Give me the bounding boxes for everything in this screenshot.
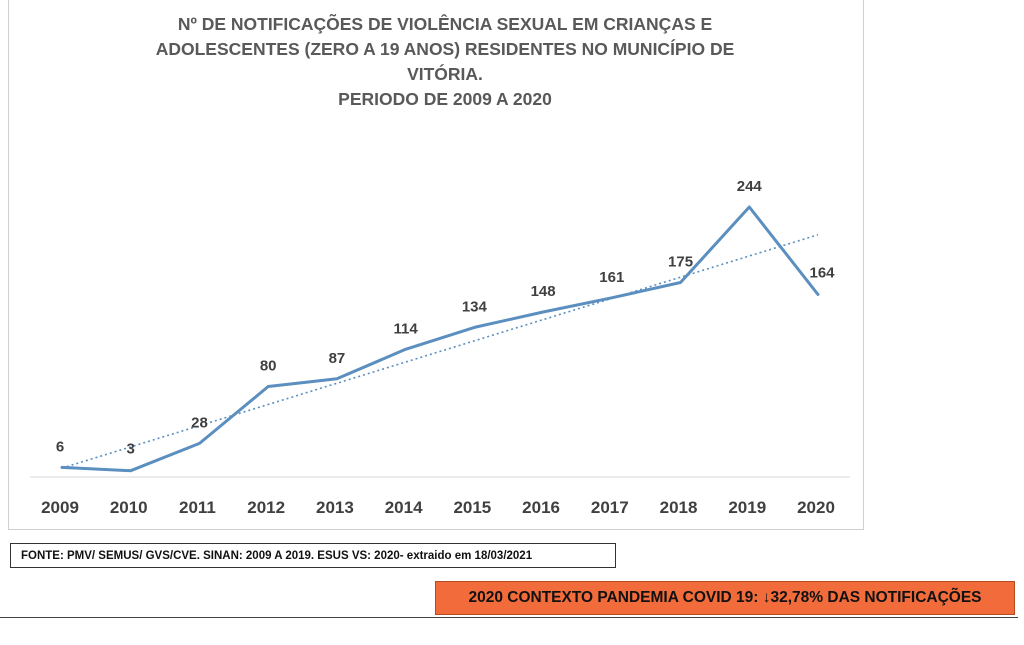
data-label: 134: [462, 298, 488, 315]
x-tick-label: 2020: [797, 498, 835, 517]
chart-title-line-2: ADOLESCENTES (ZERO A 19 ANOS) RESIDENTES…: [155, 39, 735, 59]
line-chart: 6 3 28 80 87 114 134 148 161 175 244 164 2009 2010 201…: [30, 178, 850, 517]
x-tick-label: 2010: [110, 498, 148, 517]
data-label: 87: [329, 350, 346, 367]
x-tick-label: 2017: [591, 498, 629, 517]
chart-title: Nº DE NOTIFICAÇÕES DE VIOLÊNCIA SEXUAL E…: [109, 12, 781, 112]
source-note: FONTE: PMV/ SEMUS/ GVS/CVE. SINAN: 2009 …: [10, 543, 616, 568]
x-tick-label: 2016: [522, 498, 560, 517]
data-label: 6: [56, 438, 64, 455]
data-label: 164: [809, 265, 835, 282]
trendline: [61, 234, 819, 469]
x-tick-label: 2013: [316, 498, 354, 517]
chart-title-line-4: PERIODO DE 2009 A 2020: [338, 89, 552, 109]
data-label: 28: [191, 414, 208, 431]
chart-frame: Nº DE NOTIFICAÇÕES DE VIOLÊNCIA SEXUAL E…: [8, 0, 864, 530]
data-label: 114: [394, 320, 419, 337]
x-tick-label: 2018: [660, 498, 698, 517]
source-note-text: FONTE: PMV/ SEMUS/ GVS/CVE. SINAN: 2009 …: [21, 549, 533, 562]
x-tick-label: 2014: [385, 498, 423, 517]
data-label: 244: [737, 178, 763, 195]
data-label: 3: [127, 441, 135, 458]
chart-title-line-3: VITÓRIA.: [407, 64, 483, 84]
x-tick-label: 2019: [728, 498, 766, 517]
x-tick-label: 2011: [179, 498, 216, 517]
data-label: 80: [260, 357, 277, 374]
bottom-divider: [0, 617, 1018, 618]
data-label: 161: [599, 269, 624, 286]
series-line: [60, 205, 820, 473]
data-label: 148: [531, 283, 556, 300]
data-label: 175: [668, 254, 693, 271]
x-tick-label: 2012: [247, 498, 285, 517]
x-tick-label: 2009: [41, 498, 79, 517]
pandemic-banner-text: 2020 CONTEXTO PANDEMIA COVID 19: ↓32,78%…: [468, 589, 982, 606]
x-tick-label: 2015: [453, 498, 491, 517]
pandemic-banner: 2020 CONTEXTO PANDEMIA COVID 19: ↓32,78%…: [435, 581, 1015, 615]
chart-title-line-1: Nº DE NOTIFICAÇÕES DE VIOLÊNCIA SEXUAL E…: [177, 14, 713, 34]
